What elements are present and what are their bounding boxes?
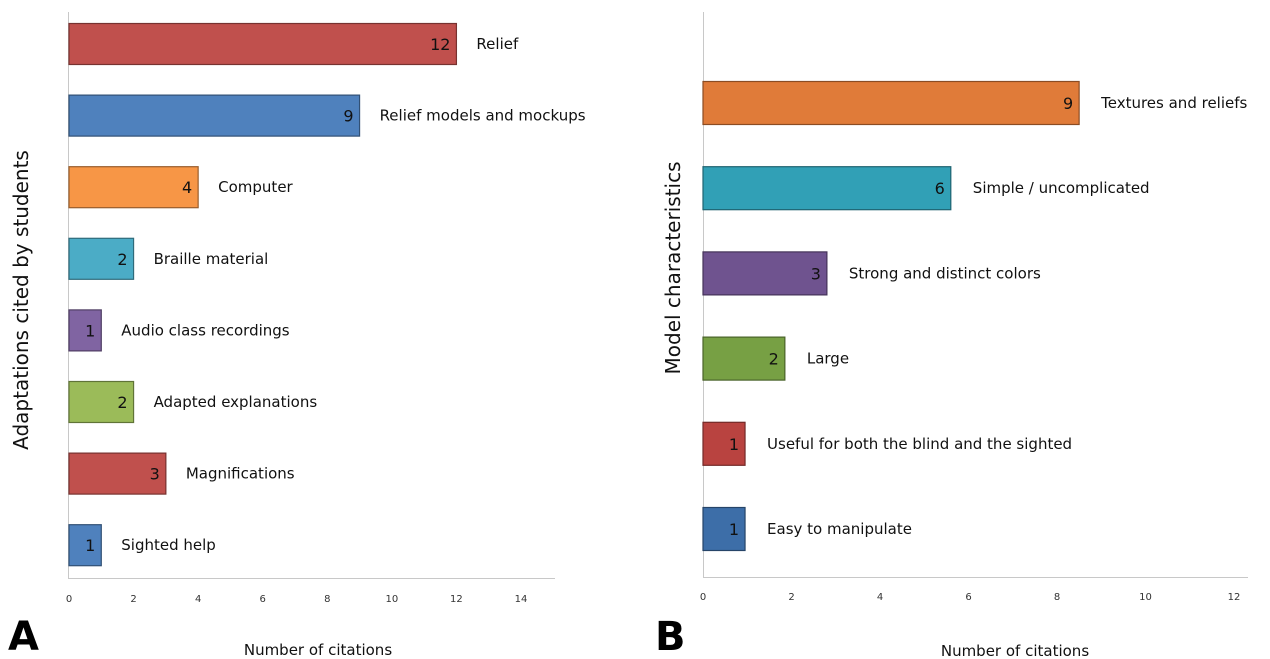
bar-5 [702, 421, 746, 466]
bar-7 [68, 452, 167, 495]
panel-b-ticks: 0 2 4 6 8 10 12 [700, 592, 1241, 603]
bar-value-label: 2 [117, 393, 127, 412]
bar-category-label: Audio class recordings [121, 321, 290, 339]
bar-category-label: Computer [218, 178, 293, 196]
bar-2 [68, 94, 361, 137]
panel-b-x-title: Number of citations [941, 642, 1089, 659]
x-tick-label: 10 [1139, 592, 1152, 603]
bar-6 [702, 506, 746, 552]
bar-category-label: Easy to manipulate [767, 520, 912, 538]
bar-value-label: 2 [769, 350, 779, 369]
bar-value-label: 9 [343, 107, 353, 126]
bar-4 [68, 237, 135, 280]
bar-value-label: 1 [729, 520, 739, 539]
bar-category-label: Useful for both the blind and the sighte… [767, 435, 1072, 453]
x-tick-label: 2 [788, 592, 794, 603]
bar-value-label: 12 [430, 35, 450, 54]
bar-category-label: Relief models and mockups [380, 107, 586, 125]
bar-category-label: Adapted explanations [154, 393, 318, 411]
x-tick-label: 12 [1228, 592, 1241, 603]
bar-8 [68, 524, 102, 567]
bar-1 [702, 80, 1080, 126]
panel-a-letter: A [8, 614, 39, 659]
bar-6 [68, 380, 135, 424]
bar-value-label: 9 [1063, 94, 1073, 113]
x-tick-label: 10 [385, 594, 398, 605]
panel-a-ticks: 0 2 4 6 8 10 12 14 [66, 594, 528, 605]
bar-category-label: Sighted help [121, 536, 216, 554]
bar-category-label: Strong and distinct colors [849, 264, 1041, 282]
bar-1 [68, 22, 458, 66]
bar-value-label: 1 [85, 321, 95, 340]
x-tick-label: 6 [260, 594, 266, 605]
x-tick-label: 12 [450, 594, 463, 605]
bar-3 [68, 166, 199, 209]
bar-4 [702, 336, 786, 381]
bar-category-label: Textures and reliefs [1100, 94, 1247, 112]
bar-2 [702, 166, 952, 211]
bar-value-label: 2 [117, 250, 127, 269]
x-tick-label: 8 [324, 594, 330, 605]
bar-category-label: Relief [476, 35, 519, 53]
bar-value-label: 3 [150, 465, 160, 484]
bar-category-label: Braille material [154, 250, 269, 268]
x-tick-label: 0 [700, 592, 706, 603]
bar-3 [702, 251, 828, 296]
x-tick-label: 6 [965, 592, 971, 603]
x-tick-label: 14 [515, 594, 528, 605]
panel-b-bars: 9 Textures and reliefs 6 Simple / uncomplic… [702, 80, 1248, 552]
bar-category-label: Large [807, 350, 849, 368]
panel-b-letter: B [655, 614, 686, 659]
bar-value-label: 1 [85, 536, 95, 555]
x-tick-label: 0 [66, 594, 72, 605]
x-tick-label: 8 [1054, 592, 1060, 603]
panel-b: 9 Textures and reliefs 6 Simple / uncomplic… [655, 12, 1248, 659]
panel-b-y-title: Model characteristics [661, 162, 685, 375]
bar-value-label: 4 [182, 178, 192, 197]
panel-a-x-title: Number of citations [244, 641, 392, 659]
bar-value-label: 6 [935, 179, 945, 198]
bar-value-label: 3 [811, 264, 821, 283]
bar-value-label: 1 [729, 435, 739, 454]
x-tick-label: 2 [130, 594, 136, 605]
bar-category-label: Magnifications [186, 465, 295, 483]
x-tick-label: 4 [877, 592, 883, 603]
bar-category-label: Simple / uncomplicated [973, 179, 1150, 197]
panel-a-y-title: Adaptations cited by students [9, 150, 33, 450]
x-tick-label: 4 [195, 594, 201, 605]
bar-5 [68, 309, 102, 352]
